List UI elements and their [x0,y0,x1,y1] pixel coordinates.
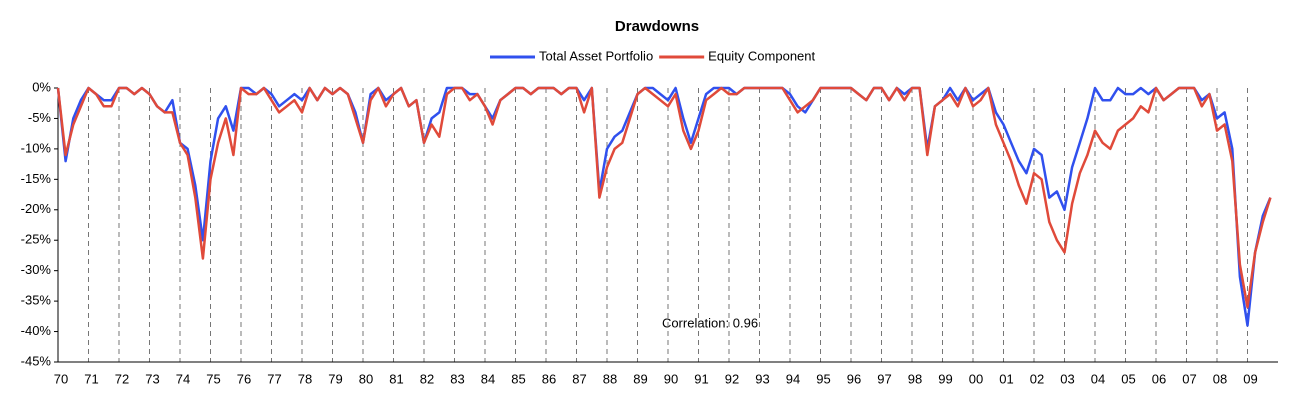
y-tick-label: -30% [21,262,52,277]
x-tick-label: 75 [206,371,220,386]
y-tick-label: -10% [21,140,52,155]
x-tick-label: 04 [1091,371,1105,386]
x-tick-label: 06 [1152,371,1166,386]
x-tick-label: 74 [176,371,190,386]
y-tick-label: -25% [21,232,52,247]
x-tick-label: 92 [725,371,739,386]
x-tick-label: 71 [84,371,98,386]
x-tick-label: 01 [999,371,1013,386]
x-tick-label: 78 [298,371,312,386]
x-tick-label: 82 [420,371,434,386]
y-tick-label: -15% [21,171,52,186]
x-tick-label: 85 [511,371,525,386]
x-tick-label: 76 [237,371,251,386]
y-tick-label: -5% [28,110,52,125]
x-tick-label: 02 [1030,371,1044,386]
y-tick-label: -40% [21,323,52,338]
y-tick-label: -45% [21,353,52,368]
x-tick-label: 87 [572,371,586,386]
legend-label: Equity Component [708,48,815,63]
series-line [56,86,1272,309]
x-tick-label: 94 [786,371,800,386]
x-tick-label: 05 [1121,371,1135,386]
x-tick-label: 97 [877,371,891,386]
x-tick-label: 90 [664,371,678,386]
y-tick-label: -20% [21,201,52,216]
x-tick-label: 77 [267,371,281,386]
x-tick-label: 86 [542,371,556,386]
x-tick-label: 09 [1243,371,1257,386]
x-tick-label: 84 [481,371,495,386]
x-tick-label: 91 [694,371,708,386]
y-tick-label: 0% [32,79,51,94]
x-tick-label: 73 [145,371,159,386]
x-tick-label: 83 [450,371,464,386]
x-tick-label: 70 [54,371,68,386]
y-tick-label: -35% [21,293,52,308]
x-tick-label: 00 [969,371,983,386]
x-tick-label: 79 [328,371,342,386]
x-tick-label: 88 [603,371,617,386]
x-tick-label: 72 [115,371,129,386]
x-tick-label: 03 [1060,371,1074,386]
series-line [56,86,1272,327]
legend-label: Total Asset Portfolio [539,48,653,63]
x-tick-label: 99 [938,371,952,386]
x-tick-label: 08 [1213,371,1227,386]
x-tick-label: 81 [389,371,403,386]
x-tick-label: 98 [908,371,922,386]
x-tick-label: 93 [755,371,769,386]
annotation: Correlation: 0.96 [662,315,758,330]
x-tick-label: 80 [359,371,373,386]
x-tick-label: 96 [847,371,861,386]
chart-title: Drawdowns [615,18,699,35]
x-tick-label: 07 [1182,371,1196,386]
x-tick-label: 89 [633,371,647,386]
x-tick-label: 95 [816,371,830,386]
